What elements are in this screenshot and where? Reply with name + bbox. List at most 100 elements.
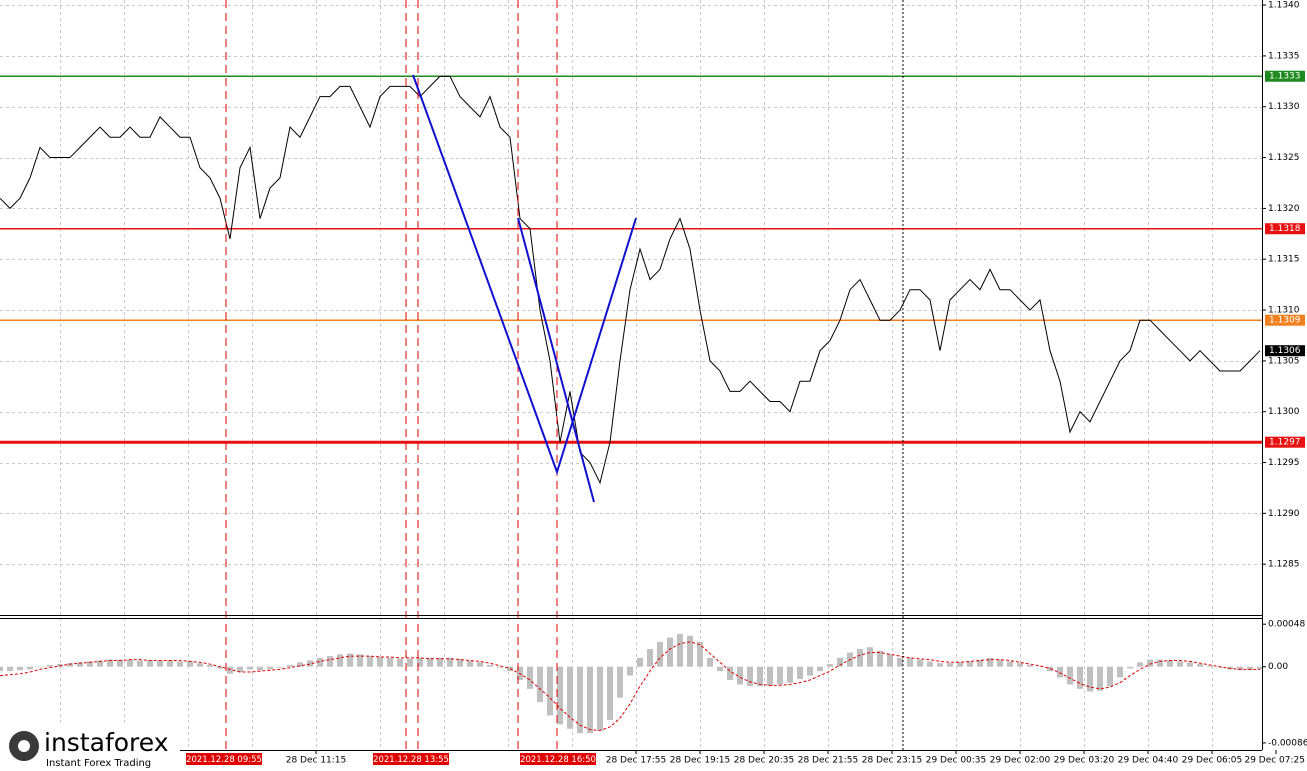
- histogram-bar: [1177, 661, 1183, 667]
- x-tick-label: 28 Dec 20:35: [734, 756, 795, 766]
- histogram-bar: [647, 649, 653, 667]
- marker-label-box: [373, 753, 449, 765]
- histogram-bar: [1187, 662, 1193, 667]
- histogram-bar: [797, 666, 803, 680]
- histogram-bar: [297, 662, 303, 667]
- histogram-bar: [187, 661, 193, 667]
- histogram-bar: [337, 654, 343, 667]
- histogram-bar: [1257, 666, 1263, 670]
- histogram-bar: [367, 656, 373, 667]
- histogram-bar: [587, 666, 593, 734]
- histogram-bar: [947, 663, 953, 667]
- histogram-bar: [247, 666, 253, 670]
- histogram-bar: [437, 657, 443, 667]
- marker-label: 2021.12.28 09:55: [186, 755, 262, 765]
- histogram-bar: [1117, 666, 1123, 678]
- histogram-bar: [1047, 666, 1053, 672]
- histogram-bar: [1237, 666, 1243, 671]
- level-label: 1.1318: [1269, 224, 1301, 234]
- histogram-bar: [1197, 664, 1203, 667]
- vertical-markers: [225, 0, 558, 750]
- histogram-bar: [427, 657, 433, 667]
- histogram-bar: [497, 666, 503, 668]
- histogram-bar: [1027, 664, 1033, 667]
- level-label-box: [1265, 314, 1305, 326]
- y-tick-label: 1.1315: [1268, 255, 1300, 265]
- x-tick-label: 29 Dec 03:20: [1054, 756, 1115, 766]
- y-tick-label: 1.1305: [1268, 356, 1300, 366]
- histogram-bar: [217, 666, 223, 669]
- histogram-bar: [1247, 666, 1253, 671]
- histogram-bar: [717, 666, 723, 672]
- histogram-bar: [357, 654, 363, 667]
- current-price-box: [1265, 345, 1305, 357]
- x-tick-label: 29 Dec 00:35: [926, 756, 987, 766]
- histogram-bar: [407, 658, 413, 667]
- histogram-bar: [127, 659, 133, 667]
- histogram-bar: [447, 657, 453, 667]
- histogram-bar: [957, 662, 963, 667]
- y-tick-label: -0.00086: [1268, 738, 1307, 748]
- level-label-box: [1265, 70, 1305, 82]
- y-tick-label: 1.1330: [1268, 102, 1300, 112]
- histogram-bar: [1077, 666, 1083, 689]
- y-tick-label: 0.00048: [1268, 620, 1305, 630]
- histogram-bar: [137, 660, 143, 667]
- histogram-bar: [727, 666, 733, 681]
- y-tick-label: 1.1300: [1268, 407, 1300, 417]
- histogram-bar: [377, 656, 383, 667]
- histogram-bar: [557, 666, 563, 725]
- histogram-bar: [677, 633, 683, 667]
- histogram-bar: [167, 660, 173, 667]
- histogram-bar: [857, 649, 863, 667]
- histogram-bar: [707, 657, 713, 667]
- x-tick-label: 29 Dec 06:05: [1182, 756, 1243, 766]
- histogram-bar: [207, 664, 213, 667]
- price-line: [0, 75, 1261, 485]
- histogram-bar: [737, 666, 743, 685]
- histogram-bar: [1127, 666, 1133, 669]
- histogram-bar: [897, 657, 903, 667]
- histogram-bar: [817, 666, 823, 672]
- y-tick-label: 1.1295: [1268, 458, 1300, 468]
- logo-name: instaforex: [44, 728, 169, 757]
- histogram-bar: [987, 657, 993, 667]
- histogram-bar: [877, 650, 883, 667]
- histogram-bar: [457, 658, 463, 667]
- marker-label: 2021.12.28 13:55: [373, 755, 449, 765]
- histogram-bar: [1097, 666, 1103, 691]
- histogram-bar: [1107, 666, 1113, 687]
- histogram-bar: [397, 658, 403, 667]
- histogram-bar: [527, 666, 533, 689]
- histogram-bar: [1067, 666, 1073, 685]
- histogram-bar: [467, 660, 473, 667]
- histogram-bar: [327, 656, 333, 667]
- histogram-bar: [157, 660, 163, 667]
- histogram-bar: [627, 666, 633, 676]
- histogram-bar: [567, 666, 573, 729]
- histogram-bar: [537, 666, 543, 703]
- histogram-bar: [777, 666, 783, 685]
- histogram-bar: [277, 666, 283, 668]
- histogram-bar: [87, 661, 93, 667]
- axes: 1.1340 1.1335 1.1330 1.1325 1.1320 1.1315 1.13…: [186, 1, 1307, 766]
- level-label-box: [1265, 223, 1305, 235]
- histogram-bar: [27, 666, 33, 670]
- frame: [0, 0, 1263, 751]
- histogram-bar: [387, 657, 393, 667]
- histogram-bar: [17, 666, 23, 671]
- x-tick-label: 28 Dec 17:55: [606, 756, 667, 766]
- histogram-bar: [997, 659, 1003, 667]
- histogram-bar: [67, 663, 73, 667]
- histogram-bar: [757, 666, 763, 687]
- logo: instaforex Instant Forex Trading: [0, 726, 180, 771]
- histogram-bar: [837, 657, 843, 667]
- histogram-bar: [597, 666, 603, 731]
- histogram-bar: [197, 663, 203, 667]
- x-tick-label: 29 Dec 02:00: [990, 756, 1051, 766]
- histogram-bar: [697, 641, 703, 667]
- histogram-bar: [577, 666, 583, 734]
- trend-line: [412, 74, 637, 476]
